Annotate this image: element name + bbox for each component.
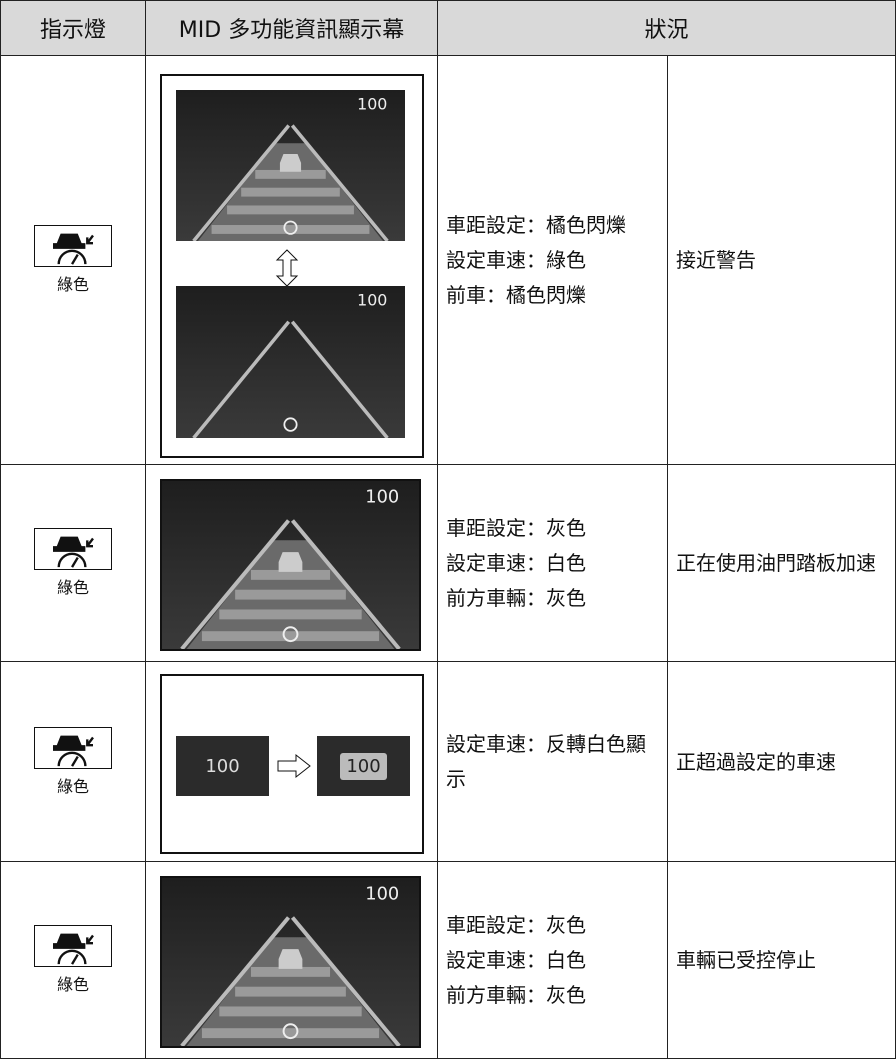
indicator-label: 綠色: [56, 275, 89, 294]
description-line: 車距設定：灰色: [446, 515, 586, 540]
status: 正在使用油門踏板加速: [676, 551, 876, 575]
indicator-cell: 綠色: [0, 862, 146, 1059]
description-cell: 車距設定：橘色閃爍 設定車速：綠色 前車：橘色閃爍: [438, 56, 668, 465]
speed: 100: [340, 752, 387, 780]
indicator-icon: [34, 528, 112, 570]
description-line: 設定車速：綠色: [446, 247, 586, 272]
display-cell: 100: [146, 862, 438, 1059]
status-cell: 正在使用油門踏板加速: [668, 465, 896, 662]
speed: 100: [365, 884, 399, 905]
speed: 100: [365, 487, 399, 508]
arrow: [275, 249, 299, 287]
description-line: 設定車速：白色: [446, 550, 586, 575]
indicator-icon: [34, 925, 112, 967]
status-cell: 正超過設定的車速: [668, 662, 896, 862]
indicator-icon: [34, 225, 112, 267]
indicator-cell: 綠色: [0, 465, 146, 662]
display-cell: 100 100: [146, 56, 438, 465]
header-cell: MID 多功能資訊顯示幕: [146, 0, 438, 56]
description-cell: 車距設定：灰色 設定車速：白色 前方車輛：灰色: [438, 465, 668, 662]
header-cell: 指示燈: [0, 0, 146, 56]
mid-screen: 100: [176, 90, 405, 241]
indicator-label: 綠色: [56, 975, 89, 994]
speed: 100: [176, 736, 269, 796]
status-cell: 車輛已受控停止: [668, 862, 896, 1059]
speed: 100: [357, 291, 387, 310]
description-line: 設定車速：反轉白色顯示: [446, 731, 646, 791]
header-cell: 狀況: [438, 0, 896, 56]
description-line: 車距設定：灰色: [446, 912, 586, 937]
display-cell: 100: [146, 465, 438, 662]
indicator-cell: 綠色: [0, 662, 146, 862]
description-line: 前方車輛：灰色: [446, 982, 586, 1007]
speed: 100: [357, 94, 387, 113]
status-cell: 接近警告: [668, 56, 896, 465]
description-line: 設定車速：白色: [446, 947, 586, 972]
indicator-label: 綠色: [56, 578, 89, 597]
description-line: 前方車輛：灰色: [446, 585, 586, 610]
mid-screen: 100: [162, 481, 419, 649]
description-line: 車距設定：橘色閃爍: [446, 212, 626, 237]
arrow: [277, 753, 311, 779]
description-line: 前車：橘色閃爍: [446, 282, 586, 307]
indicator-icon: [34, 726, 112, 769]
mid-screen: 100: [176, 286, 405, 438]
indicator-cell: 綠色: [0, 56, 146, 465]
status: 正超過設定的車速: [676, 749, 836, 774]
status: 接近警告: [676, 248, 756, 272]
indicator-label: 綠色: [56, 776, 89, 796]
description-cell: 車距設定：灰色 設定車速：白色 前方車輛：灰色: [438, 862, 668, 1059]
mid-screen: 100: [162, 878, 419, 1046]
display-cell: 100 100: [146, 662, 438, 862]
status: 車輛已受控停止: [676, 948, 816, 972]
description-cell: 設定車速：反轉白色顯示: [438, 662, 668, 862]
